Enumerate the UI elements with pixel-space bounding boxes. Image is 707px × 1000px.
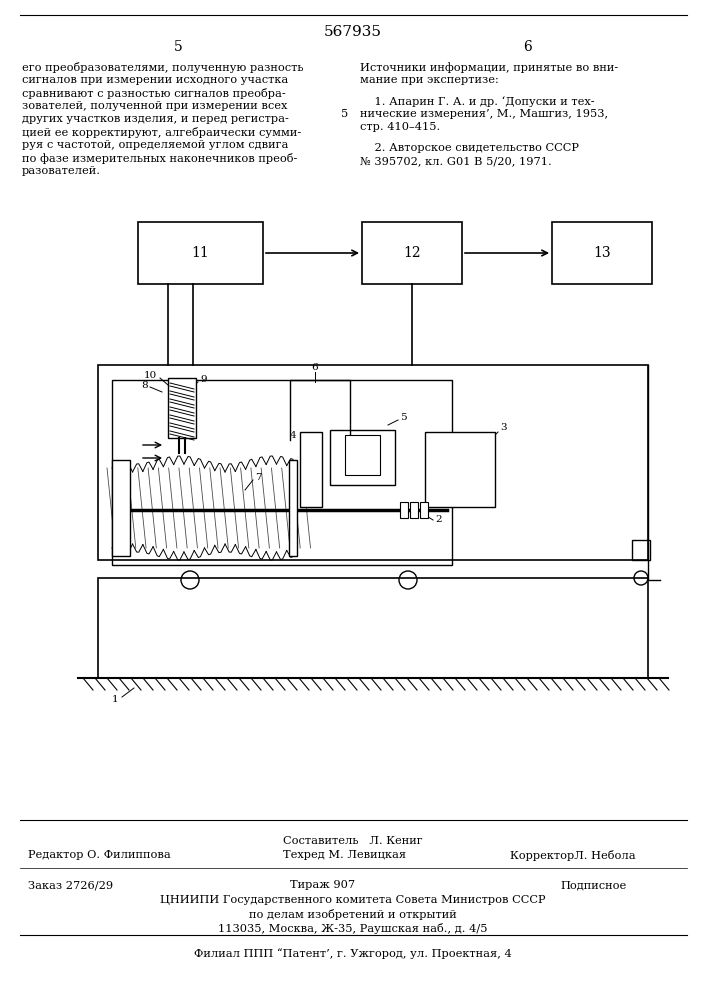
Text: по делам изобретений и открытий: по делам изобретений и открытий: [249, 909, 457, 920]
Text: Заказ 2726/29: Заказ 2726/29: [28, 880, 113, 890]
Bar: [345, 435, 380, 475]
Text: цией ее корректируют, алгебраически сумми-: цией ее корректируют, алгебраически сумм…: [22, 127, 301, 138]
Text: 1. Апарин Г. А. и др. ‘Допуски и тех-: 1. Апарин Г. А. и др. ‘Допуски и тех-: [360, 96, 595, 107]
Text: Источники информации, принятые во вни-: Источники информации, принятые во вни-: [360, 62, 618, 73]
Text: его преобразователями, полученную разность: его преобразователями, полученную разнос…: [22, 62, 303, 73]
Text: 10: 10: [144, 370, 157, 379]
Text: по фазе измерительных наконечников преоб-: по фазе измерительных наконечников преоб…: [22, 153, 298, 164]
Bar: [330, 430, 395, 485]
Text: 5: 5: [174, 40, 182, 54]
Text: 3: 3: [500, 424, 507, 432]
Bar: [112, 460, 130, 556]
Text: других участков изделия, и перед регистра-: других участков изделия, и перед регистр…: [22, 114, 289, 124]
Text: 13: 13: [593, 246, 611, 260]
Text: 11: 11: [192, 246, 209, 260]
Text: стр. 410–415.: стр. 410–415.: [360, 122, 440, 132]
Text: Филиал ППП “Патент’, г. Ужгород, ул. Проектная, 4: Филиал ППП “Патент’, г. Ужгород, ул. Про…: [194, 948, 512, 959]
Text: КорректорЛ. Небола: КорректорЛ. Небола: [510, 850, 636, 861]
Text: 113035, Москва, Ж-35, Раушская наб., д. 4/5: 113035, Москва, Ж-35, Раушская наб., д. …: [218, 923, 488, 934]
Text: 2. Авторское свидетельство СССР: 2. Авторское свидетельство СССР: [360, 143, 579, 153]
Text: разователей.: разователей.: [22, 166, 101, 176]
Bar: [138, 222, 263, 284]
Text: нические измерения’, М., Машгиз, 1953,: нические измерения’, М., Машгиз, 1953,: [360, 109, 608, 119]
Bar: [300, 432, 322, 507]
Text: Тираж 907: Тираж 907: [291, 880, 356, 890]
Text: 6: 6: [312, 362, 318, 371]
Text: 7: 7: [255, 474, 262, 483]
Bar: [98, 365, 648, 560]
Text: 6: 6: [524, 40, 532, 54]
Text: 1: 1: [112, 696, 118, 704]
Bar: [168, 378, 196, 438]
Text: 9: 9: [200, 375, 206, 384]
Text: 5: 5: [341, 109, 349, 119]
Bar: [410, 502, 418, 518]
Bar: [632, 540, 650, 560]
Bar: [420, 502, 428, 518]
Bar: [425, 432, 495, 507]
Text: 5: 5: [400, 414, 407, 422]
Text: ЦНИИПИ Государственного комитета Совета Министров СССР: ЦНИИПИ Государственного комитета Совета …: [160, 895, 546, 905]
Text: руя с частотой, определяемой углом сдвига: руя с частотой, определяемой углом сдвиг…: [22, 140, 288, 150]
Bar: [289, 460, 297, 556]
Text: 2: 2: [435, 516, 442, 524]
Text: 567935: 567935: [324, 25, 382, 39]
Bar: [362, 222, 462, 284]
Text: сравнивают с разностью сигналов преобра-: сравнивают с разностью сигналов преобра-: [22, 88, 286, 99]
Bar: [400, 502, 408, 518]
Text: Составитель   Л. Кениг: Составитель Л. Кениг: [284, 836, 423, 846]
Text: 8: 8: [141, 380, 148, 389]
Bar: [98, 578, 648, 678]
Text: 4: 4: [289, 432, 296, 440]
Text: Подписное: Подписное: [560, 880, 626, 890]
Text: сигналов при измерении исходного участка: сигналов при измерении исходного участка: [22, 75, 288, 85]
Text: Редактор О. Филиппова: Редактор О. Филиппова: [28, 850, 171, 860]
Text: мание при экспертизе:: мание при экспертизе:: [360, 75, 498, 85]
Bar: [552, 222, 652, 284]
Text: зователей, полученной при измерении всех: зователей, полученной при измерении всех: [22, 101, 287, 111]
Bar: [112, 380, 452, 565]
Text: Техред М. Левицкая: Техред М. Левицкая: [283, 850, 406, 860]
Text: № 395702, кл. G01 B 5/20, 1971.: № 395702, кл. G01 B 5/20, 1971.: [360, 156, 551, 166]
Text: 12: 12: [403, 246, 421, 260]
